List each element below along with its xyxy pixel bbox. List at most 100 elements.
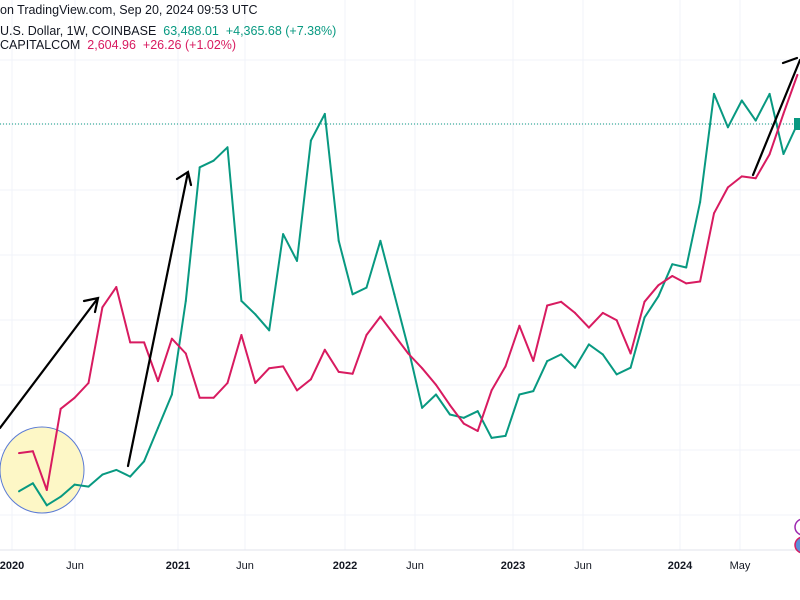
data-point — [740, 99, 743, 102]
compare-symbol-icon[interactable] — [794, 518, 800, 536]
data-point — [407, 346, 410, 349]
data-point — [254, 381, 257, 384]
data-point — [532, 390, 535, 393]
x-tick-label: 2020 — [0, 560, 24, 572]
data-point — [143, 341, 146, 344]
data-point — [101, 473, 104, 476]
data-point — [226, 146, 229, 149]
data-point — [240, 334, 243, 337]
data-point — [476, 429, 479, 432]
data-point — [268, 367, 271, 370]
data-point — [713, 92, 715, 95]
data-point — [754, 119, 757, 122]
data-point — [407, 352, 410, 355]
data-point — [184, 352, 187, 355]
x-tick-label: Jun — [406, 560, 424, 572]
data-point — [574, 311, 576, 314]
series-1-label: U.S. Dollar, 1W, COINBASE — [0, 24, 157, 38]
data-point — [421, 367, 424, 370]
series-layer — [18, 73, 799, 507]
data-point — [115, 468, 118, 471]
data-point — [393, 334, 396, 337]
data-point — [629, 366, 632, 369]
data-point — [323, 348, 326, 351]
legend-series-2[interactable]: CAPITALCOM 2,604.96 +26.26 (+1.02%) — [0, 38, 236, 52]
data-point — [157, 426, 159, 429]
data-point — [546, 304, 549, 307]
data-point — [170, 393, 173, 396]
data-point — [699, 280, 702, 283]
data-point — [546, 360, 549, 363]
data-point — [365, 286, 368, 289]
data-point — [629, 352, 632, 355]
series-1-price: 63,488.01 — [163, 24, 219, 38]
data-point — [726, 186, 729, 189]
data-point — [393, 293, 396, 296]
data-point — [212, 396, 215, 399]
data-point — [435, 393, 437, 396]
data-point — [351, 372, 354, 375]
x-tick-label: Jun — [66, 560, 84, 572]
data-point — [518, 324, 521, 327]
flag-icon[interactable] — [794, 536, 800, 554]
data-point — [59, 407, 62, 410]
data-point — [282, 365, 285, 368]
data-point — [143, 460, 146, 463]
data-point — [782, 112, 785, 115]
data-point — [87, 485, 90, 488]
data-point — [45, 504, 48, 507]
data-point — [31, 450, 34, 453]
data-point — [18, 490, 20, 493]
series-1-change: +4,365.68 (+7.38%) — [225, 24, 337, 38]
data-point — [587, 343, 590, 346]
data-point — [351, 293, 354, 296]
data-point — [615, 373, 618, 376]
data-point — [657, 284, 660, 287]
x-tick-label: 2024 — [668, 560, 693, 572]
data-point — [309, 378, 312, 381]
data-point — [129, 341, 132, 344]
data-point — [268, 329, 271, 332]
data-point — [448, 413, 451, 416]
data-point — [476, 410, 479, 413]
data-point — [45, 489, 48, 491]
data-point — [365, 334, 368, 337]
time-axis: 2020 Jun 2021 Jun 2022 Jun 2023 Jun 2024 May — [0, 560, 751, 572]
data-point — [671, 274, 674, 277]
data-point — [240, 299, 243, 302]
data-point — [337, 370, 340, 373]
data-point — [170, 337, 173, 340]
data-point — [448, 404, 451, 407]
data-point — [740, 175, 743, 178]
legend-series-1[interactable]: U.S. Dollar, 1W, COINBASE 63,488.01 +4,3… — [0, 24, 336, 38]
data-point — [699, 201, 702, 204]
grid — [0, 0, 800, 551]
data-point — [421, 406, 424, 409]
data-point — [282, 233, 285, 236]
data-point — [379, 315, 382, 318]
x-tick-label: 2023 — [501, 560, 525, 572]
data-point — [73, 483, 76, 486]
data-point — [296, 259, 298, 262]
x-tick-label: May — [730, 560, 751, 572]
highlight-circle — [0, 426, 85, 514]
data-point — [713, 212, 715, 215]
data-point — [601, 353, 604, 356]
data-point — [296, 389, 298, 392]
data-point — [129, 475, 132, 478]
data-point — [671, 263, 674, 266]
data-point — [685, 266, 688, 269]
attribution: on TradingView.com, Sep 20, 2024 09:53 U… — [0, 3, 258, 17]
data-point — [754, 177, 757, 180]
data-point — [198, 166, 201, 169]
data-point — [226, 381, 229, 384]
data-point — [587, 326, 590, 329]
last-price-label — [794, 117, 800, 130]
data-point — [504, 434, 507, 437]
data-point — [560, 300, 563, 303]
data-point — [337, 239, 340, 242]
data-point — [726, 126, 729, 129]
series-2-price: 2,604.96 — [87, 38, 136, 52]
data-point — [198, 396, 201, 399]
